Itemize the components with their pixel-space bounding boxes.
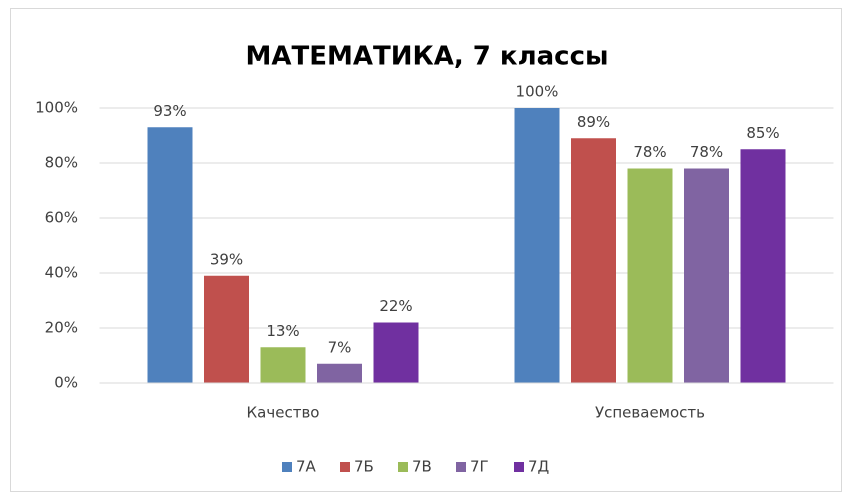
y-tick-label: 60% bbox=[45, 209, 78, 227]
data-label: 78% bbox=[690, 143, 723, 161]
bar bbox=[514, 108, 560, 383]
data-label: 85% bbox=[746, 124, 779, 142]
chart-title: МАТЕМАТИКА, 7 классы bbox=[246, 42, 609, 72]
y-tick-label: 80% bbox=[45, 154, 78, 172]
legend-swatch bbox=[398, 462, 408, 472]
x-tick-label: Успеваемость bbox=[595, 404, 705, 422]
legend-swatch bbox=[340, 462, 350, 472]
bar bbox=[260, 347, 306, 383]
x-tick-label: Качество bbox=[247, 404, 320, 422]
data-label: 93% bbox=[153, 102, 186, 120]
data-label: 22% bbox=[379, 297, 412, 315]
bar bbox=[204, 275, 249, 383]
y-tick-label: 0% bbox=[54, 374, 78, 392]
legend-label: 7А bbox=[296, 458, 317, 476]
data-label: 13% bbox=[266, 322, 299, 340]
data-label: 7% bbox=[328, 338, 352, 356]
data-label: 100% bbox=[516, 83, 559, 101]
y-tick-label: 20% bbox=[45, 319, 78, 337]
bar bbox=[373, 322, 419, 383]
bar bbox=[627, 168, 673, 383]
bar bbox=[684, 168, 729, 383]
legend-label: 7Б bbox=[354, 458, 374, 476]
data-label: 89% bbox=[577, 113, 610, 131]
y-tick-label: 40% bbox=[45, 264, 78, 282]
bar bbox=[147, 127, 193, 383]
legend-swatch bbox=[514, 462, 524, 472]
legend-swatch bbox=[282, 462, 292, 472]
y-tick-label: 100% bbox=[35, 99, 78, 117]
legend-swatch bbox=[456, 462, 466, 472]
data-label: 39% bbox=[210, 250, 243, 268]
legend-label: 7В bbox=[412, 458, 432, 476]
data-label: 78% bbox=[633, 143, 666, 161]
bar bbox=[571, 138, 616, 383]
legend-label: 7Д bbox=[528, 458, 549, 476]
legend-label: 7Г bbox=[470, 458, 489, 476]
bar bbox=[740, 149, 786, 383]
bar bbox=[317, 363, 362, 383]
